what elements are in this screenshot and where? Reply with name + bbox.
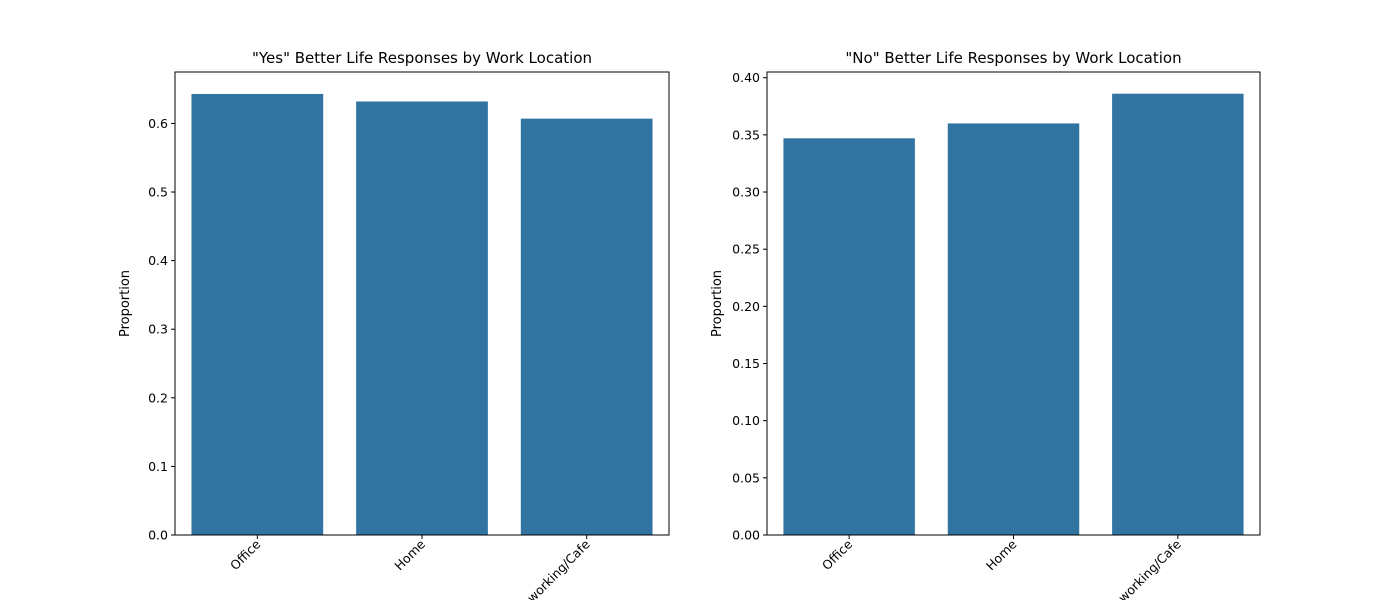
bar-home [356, 101, 488, 535]
x-tick-label: Coworking/Cafe [512, 536, 593, 600]
y-tick-label: 0.6 [148, 116, 168, 131]
y-tick-label: 0.00 [732, 528, 760, 543]
x-tick-label: Home [391, 536, 428, 573]
y-tick-label: 0.35 [732, 127, 760, 142]
bar-coworking-cafe [520, 118, 653, 536]
y-axis-label: Proportion [118, 270, 133, 337]
y-tick-label: 0.25 [732, 242, 760, 257]
y-tick-label: 0.10 [732, 413, 760, 428]
y-tick-label: 0.05 [732, 470, 760, 485]
y-tick-label: 0.3 [148, 322, 168, 337]
bar-office [783, 138, 915, 536]
y-axis-label: Proportion [710, 270, 725, 337]
x-tick-label: Office [819, 536, 856, 573]
y-tick-label: 0.2 [148, 390, 168, 405]
x-tick-label: Coworking/Cafe [1104, 536, 1185, 600]
chart-yes-panel: 0.0 0.1 0.2 0.3 0.4 0.5 0.6 Office Home Coworking… [118, 49, 670, 600]
y-tick-label: 0.15 [732, 356, 760, 371]
bar-office [191, 93, 324, 535]
y-tick-label: 0.20 [732, 299, 760, 314]
chart-title: "Yes" Better Life Responses by Work Loca… [252, 49, 592, 67]
y-tick-label: 0.30 [732, 185, 760, 200]
y-tick-label: 0.1 [148, 459, 168, 474]
chart-no-panel: 0.00 0.05 0.10 0.15 0.20 0.25 0.30 0.35 0.40 Offi… [710, 49, 1261, 600]
y-tick-label: 0.4 [148, 253, 168, 268]
x-tick-label: Office [227, 536, 264, 573]
bar-home [947, 123, 1080, 535]
y-tick-label: 0.40 [732, 70, 760, 85]
bar-coworking-cafe [1112, 93, 1244, 536]
chart-title: "No" Better Life Responses by Work Locat… [845, 49, 1181, 67]
x-tick-label: Home [983, 536, 1020, 573]
y-tick-label: 0.0 [148, 528, 168, 543]
y-tick-label: 0.5 [148, 185, 168, 200]
